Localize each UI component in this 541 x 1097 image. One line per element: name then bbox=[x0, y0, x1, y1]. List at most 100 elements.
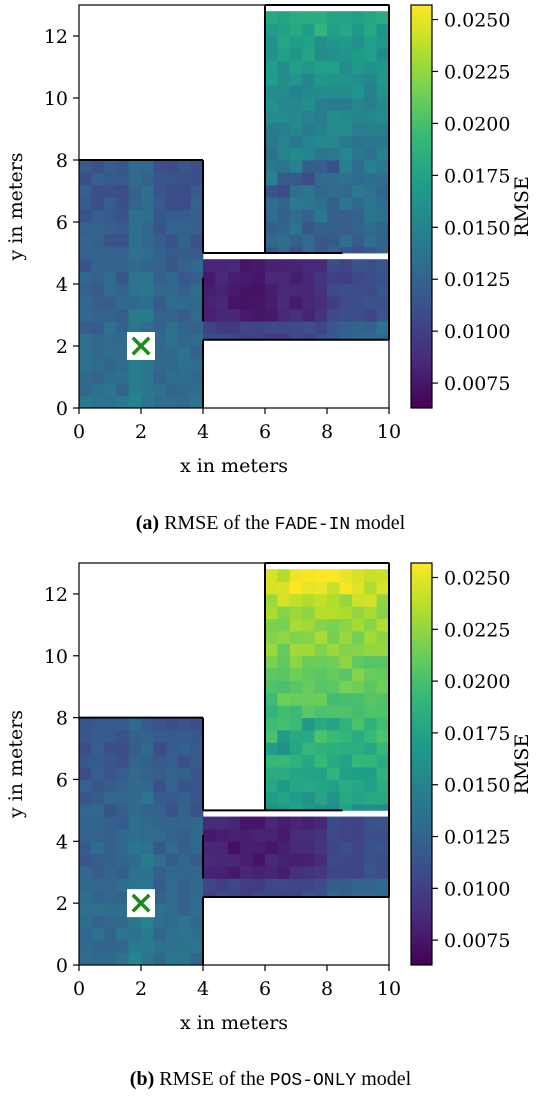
heatmap-cell bbox=[302, 222, 315, 235]
heatmap-cell bbox=[364, 48, 377, 62]
heatmap-cell bbox=[103, 717, 117, 731]
heatmap-cell bbox=[314, 23, 328, 37]
heatmap-cell bbox=[339, 705, 353, 719]
heatmap-cell bbox=[79, 890, 92, 904]
heatmap-cell bbox=[376, 791, 390, 805]
receiver-marker-a bbox=[127, 332, 155, 360]
heatmap-cell bbox=[289, 643, 303, 657]
heatmap-cell bbox=[190, 853, 204, 867]
heatmap-cell bbox=[103, 234, 117, 248]
heatmap-cell bbox=[252, 321, 266, 334]
heatmap-cell bbox=[178, 804, 191, 817]
heatmap-cell bbox=[364, 804, 377, 811]
heatmap-cell bbox=[165, 358, 179, 372]
heatmap-cell bbox=[265, 333, 278, 341]
heatmap-cell bbox=[376, 36, 390, 49]
heatmap-cell bbox=[265, 754, 278, 768]
heatmap-cell bbox=[339, 754, 353, 768]
heatmap-cell bbox=[91, 333, 105, 347]
heatmap-cell bbox=[314, 606, 328, 620]
heatmap-cell bbox=[203, 321, 216, 334]
heatmap-cell bbox=[314, 593, 328, 607]
heatmap-cell bbox=[289, 581, 303, 595]
heatmap-cell bbox=[376, 841, 390, 855]
heatmap-cell bbox=[265, 791, 278, 805]
heatmap-cell bbox=[277, 593, 291, 607]
heatmap-cell bbox=[116, 866, 129, 879]
heatmap-cell bbox=[265, 890, 278, 898]
heatmap-cell bbox=[376, 668, 390, 681]
heatmap-cell bbox=[91, 767, 105, 780]
heatmap-cell bbox=[302, 878, 315, 892]
heatmap-cell bbox=[190, 890, 204, 904]
heatmap-cell bbox=[227, 878, 241, 892]
heatmap-cell bbox=[302, 742, 315, 756]
heatmap-cell bbox=[289, 754, 303, 768]
heatmap-cell bbox=[116, 197, 129, 210]
heatmap-cell bbox=[178, 940, 191, 954]
heatmap-cell bbox=[116, 729, 129, 743]
heatmap-cell bbox=[327, 73, 340, 86]
heatmap-cell bbox=[364, 85, 377, 99]
heatmap-cell bbox=[265, 717, 278, 731]
heatmap-cell bbox=[364, 222, 377, 235]
heatmap-cell bbox=[128, 804, 142, 817]
heatmap-cell bbox=[141, 866, 154, 879]
heatmap-cell bbox=[178, 370, 191, 384]
heatmap-cell bbox=[79, 234, 92, 248]
heatmap-cell bbox=[79, 271, 92, 285]
x-tick-label: 2 bbox=[135, 421, 147, 443]
heatmap-cell bbox=[289, 742, 303, 756]
heatmap-cell bbox=[91, 246, 105, 260]
heatmap-cell bbox=[165, 878, 179, 892]
y-tick-label: 4 bbox=[56, 831, 68, 853]
heatmap-cell bbox=[91, 296, 105, 310]
heatmap-cell bbox=[327, 705, 340, 719]
y-tick-label: 4 bbox=[56, 274, 68, 296]
heatmap-cell bbox=[240, 333, 253, 341]
heatmap-cell bbox=[252, 271, 266, 285]
heatmap-cell bbox=[141, 828, 154, 842]
heatmap-cell bbox=[79, 184, 92, 198]
y-tick-label: 10 bbox=[44, 646, 68, 668]
heatmap-cell bbox=[314, 147, 328, 161]
heatmap-cell bbox=[277, 655, 291, 669]
heatmap-cell bbox=[141, 259, 154, 272]
heatmap-cell bbox=[376, 135, 390, 148]
heatmap-cell bbox=[252, 284, 266, 297]
colorbar-tick-label: 0.0225 bbox=[444, 61, 510, 83]
heatmap-cell bbox=[116, 172, 129, 186]
heatmap-cell bbox=[327, 197, 340, 210]
heatmap-cell bbox=[314, 643, 328, 657]
heatmap-cell bbox=[364, 333, 377, 341]
heatmap-cell bbox=[190, 383, 204, 396]
heatmap-cell bbox=[178, 209, 191, 223]
heatmap-cell bbox=[190, 184, 204, 198]
heatmap-cell bbox=[327, 581, 340, 595]
heatmap-cell bbox=[178, 184, 191, 198]
heatmap-cell bbox=[302, 692, 315, 706]
heatmap-cell bbox=[351, 692, 365, 706]
heatmap-cell bbox=[141, 296, 154, 310]
heatmap-cell bbox=[327, 631, 340, 644]
heatmap-cell bbox=[103, 346, 117, 359]
heatmap-cell bbox=[190, 370, 204, 384]
heatmap-cell bbox=[91, 284, 105, 297]
heatmap-cell bbox=[376, 767, 390, 780]
heatmap-cell bbox=[178, 246, 191, 260]
heatmap-cell bbox=[289, 184, 303, 198]
heatmap-cell bbox=[376, 209, 390, 223]
heatmap-cell bbox=[178, 296, 191, 310]
heatmap-cell bbox=[364, 618, 377, 632]
heatmap-cell bbox=[339, 284, 353, 297]
heatmap-cell bbox=[339, 197, 353, 210]
heatmap-cell bbox=[302, 569, 315, 582]
heatmap-cell bbox=[277, 791, 291, 805]
heatmap-cell bbox=[314, 791, 328, 805]
heatmap-cell bbox=[165, 804, 179, 817]
heatmap-cell bbox=[277, 606, 291, 620]
heatmap-cell bbox=[289, 110, 303, 124]
heatmap-cell bbox=[277, 197, 291, 210]
caption-b-prefix: (b) bbox=[129, 1068, 155, 1090]
